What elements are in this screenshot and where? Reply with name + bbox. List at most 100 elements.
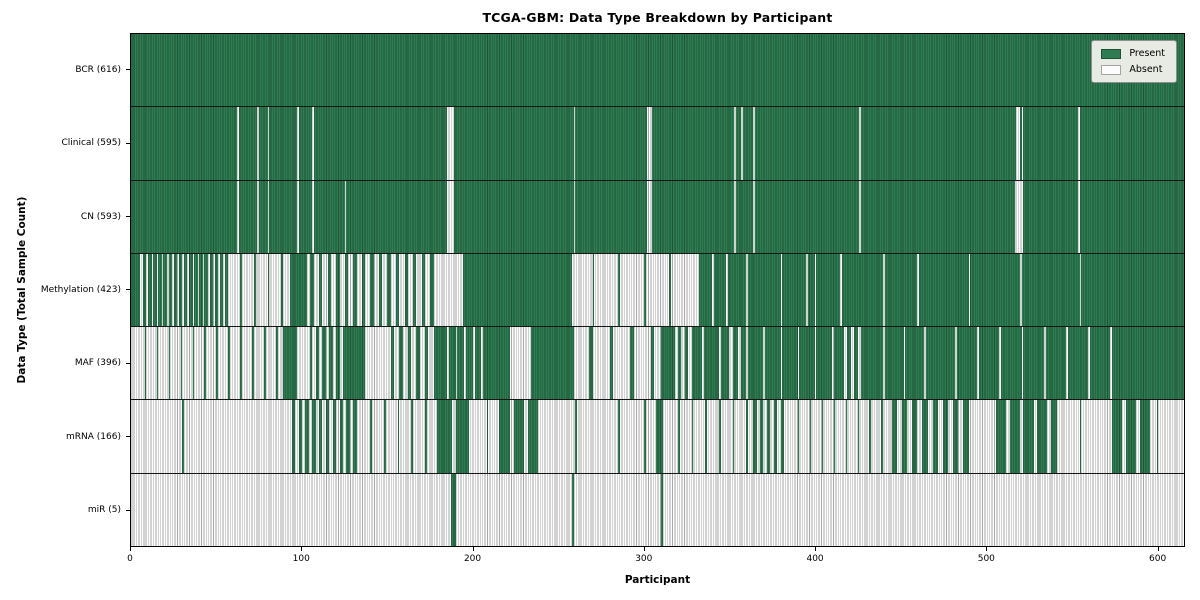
y-tick-mark bbox=[126, 142, 130, 144]
absent-segment bbox=[688, 327, 692, 400]
present-segment bbox=[397, 400, 400, 473]
chart-title: TCGA-GBM: Data Type Breakdown by Partici… bbox=[482, 10, 833, 25]
absent-segment bbox=[425, 253, 431, 327]
absent-segment bbox=[206, 327, 217, 400]
legend: Present Absent bbox=[1091, 40, 1177, 83]
absent-segment bbox=[857, 327, 861, 400]
present-segment bbox=[370, 400, 373, 473]
present-segment bbox=[655, 400, 663, 473]
y-tick-mark bbox=[126, 362, 130, 364]
present-segment bbox=[753, 400, 757, 473]
present-segment bbox=[845, 400, 848, 473]
x-tick-mark bbox=[301, 547, 303, 551]
absent-segment bbox=[139, 253, 143, 327]
absent-segment bbox=[1078, 107, 1080, 180]
absent-segment bbox=[332, 327, 337, 400]
absent-segment bbox=[312, 180, 314, 253]
absent-segment bbox=[1016, 107, 1020, 180]
x-axis: 0 100 200 300 400 500 600 bbox=[127, 547, 1185, 575]
absent-segment bbox=[1066, 327, 1068, 400]
absent-segment bbox=[647, 180, 653, 253]
present-segment bbox=[1156, 400, 1159, 473]
absent-segment bbox=[859, 107, 861, 180]
absent-segment bbox=[131, 327, 145, 400]
absent-segment bbox=[968, 253, 971, 327]
y-tick-label: mRNA (166) bbox=[66, 431, 121, 442]
absent-segment bbox=[633, 327, 651, 400]
heatmap-row-bcr bbox=[131, 34, 1184, 108]
absent-segment bbox=[230, 327, 241, 400]
absent-segment bbox=[399, 253, 405, 327]
absent-segment bbox=[741, 107, 743, 180]
absent-segment bbox=[197, 253, 200, 327]
present-segment bbox=[732, 400, 735, 473]
y-tick-mark bbox=[126, 509, 130, 511]
absent-segment bbox=[356, 253, 362, 327]
absent-segment bbox=[296, 327, 311, 400]
x-tick-mark bbox=[986, 547, 988, 551]
absent-segment bbox=[999, 327, 1002, 400]
x-tick-label: 600 bbox=[1149, 554, 1167, 564]
absent-segment bbox=[218, 327, 229, 400]
present-segment bbox=[1036, 400, 1048, 473]
absent-segment bbox=[753, 107, 755, 180]
bar-edge-texture bbox=[131, 180, 1184, 253]
x-tick-label: 400 bbox=[806, 554, 824, 564]
present-segment bbox=[797, 400, 800, 473]
x-tick-mark bbox=[130, 547, 131, 551]
present-segment bbox=[319, 400, 323, 473]
present-segment bbox=[455, 400, 470, 473]
bar-edge-texture bbox=[131, 473, 1184, 546]
absent-segment bbox=[223, 253, 225, 327]
present-segment bbox=[450, 473, 456, 546]
absent-segment bbox=[572, 253, 593, 327]
absent-segment bbox=[373, 253, 379, 327]
present-segment bbox=[572, 473, 574, 546]
y-tick-mark bbox=[126, 289, 130, 291]
present-segment bbox=[922, 400, 928, 473]
heatmap-row-maf bbox=[131, 327, 1184, 401]
absent-segment bbox=[344, 180, 347, 253]
x-tick-mark bbox=[643, 547, 645, 551]
absent-segment bbox=[447, 107, 455, 180]
heatmap-row-mrna bbox=[131, 400, 1184, 474]
absent-segment bbox=[780, 253, 783, 327]
absent-segment bbox=[763, 327, 766, 400]
absent-segment bbox=[681, 327, 685, 400]
x-axis-label: Participant bbox=[624, 574, 691, 586]
absent-segment bbox=[416, 253, 422, 327]
absent-segment bbox=[843, 327, 848, 400]
absent-swatch bbox=[1101, 64, 1122, 75]
present-segment bbox=[486, 400, 489, 473]
absent-segment bbox=[573, 180, 576, 253]
absent-segment bbox=[1088, 327, 1090, 400]
legend-label-absent: Absent bbox=[1129, 64, 1163, 75]
absent-segment bbox=[296, 107, 299, 180]
y-tick-cell: Clinical (595) bbox=[0, 106, 130, 179]
present-segment bbox=[719, 400, 721, 473]
absent-segment bbox=[267, 180, 270, 253]
absent-segment bbox=[806, 253, 808, 327]
absent-segment bbox=[594, 253, 619, 327]
y-tick-cell: mRNA (166) bbox=[0, 400, 130, 473]
absent-segment bbox=[319, 327, 323, 400]
heatmap-row-clinical bbox=[131, 107, 1184, 181]
absent-segment bbox=[411, 327, 417, 400]
absent-segment bbox=[903, 327, 906, 400]
absent-segment bbox=[753, 180, 755, 253]
present-segment bbox=[901, 400, 908, 473]
absent-segment bbox=[746, 253, 749, 327]
y-tick-cell: MAF (396) bbox=[0, 327, 130, 400]
absent-segment bbox=[365, 253, 371, 327]
present-segment bbox=[527, 400, 538, 473]
bar-edge-texture bbox=[131, 107, 1184, 180]
absent-segment bbox=[954, 327, 957, 400]
present-segment bbox=[618, 400, 620, 473]
plot-area bbox=[130, 33, 1185, 547]
present-segment bbox=[912, 400, 918, 473]
absent-segment bbox=[1021, 327, 1024, 400]
present-segment bbox=[932, 400, 938, 473]
absent-segment bbox=[192, 253, 195, 327]
present-segment bbox=[780, 400, 784, 473]
absent-segment bbox=[840, 253, 843, 327]
